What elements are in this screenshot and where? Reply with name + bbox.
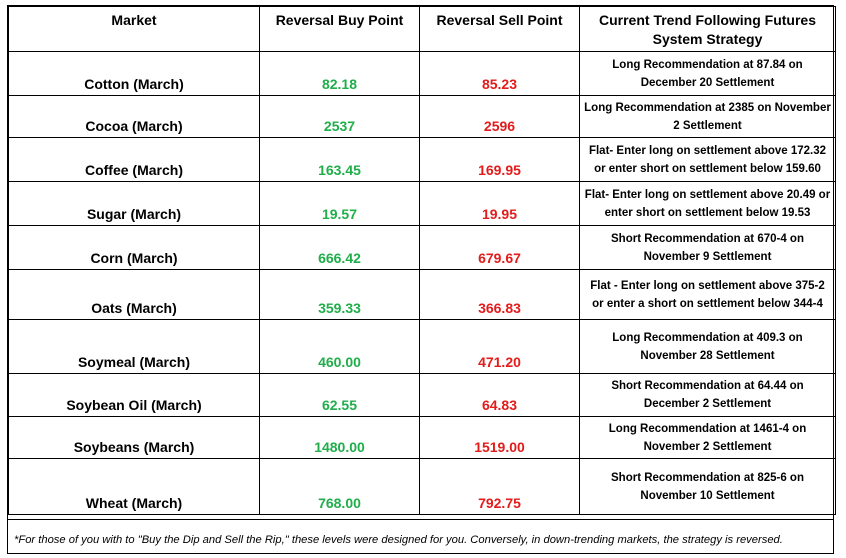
sell-point-cell: 64.83 [419, 373, 580, 417]
table-row: Cocoa (March) 2537 2596 Long Recommendat… [8, 95, 836, 138]
table-row: Sugar (March) 19.57 19.95 Flat- Enter lo… [8, 181, 836, 226]
sell-point-cell: 792.75 [419, 458, 580, 515]
buy-point-cell: 1480.00 [259, 416, 420, 459]
strategy-cell: Short Recommendation at 825-6 on Novembe… [579, 458, 836, 515]
buy-point-cell: 359.33 [259, 269, 420, 320]
market-cell: Soybeans (March) [8, 416, 260, 459]
market-cell: Soymeal (March) [8, 319, 260, 374]
sell-point-cell: 85.23 [419, 51, 580, 96]
sell-point-cell: 2596 [419, 95, 580, 138]
table-row: Wheat (March) 768.00 792.75 Short Recomm… [8, 458, 836, 515]
footnote: *For those of you with to "Buy the Dip a… [8, 519, 833, 553]
table-row: Coffee (March) 163.45 169.95 Flat- Enter… [8, 137, 836, 182]
header-strategy: Current Trend Following Futures System S… [579, 6, 836, 52]
market-cell: Sugar (March) [8, 181, 260, 226]
header-row: Market Reversal Buy Point Reversal Sell … [8, 6, 836, 52]
strategy-cell: Long Recommendation at 2385 on November … [579, 95, 836, 138]
strategy-cell: Flat- Enter long on settlement above 172… [579, 137, 836, 182]
table-row: Soymeal (March) 460.00 471.20 Long Recom… [8, 319, 836, 374]
strategy-cell: Long Recommendation at 1461-4 on Novembe… [579, 416, 836, 459]
header-buy: Reversal Buy Point [259, 6, 420, 52]
buy-point-cell: 62.55 [259, 373, 420, 417]
market-cell: Cotton (March) [8, 51, 260, 96]
buy-point-cell: 163.45 [259, 137, 420, 182]
table-row: Soybean Oil (March) 62.55 64.83 Short Re… [8, 373, 836, 417]
table-row: Soybeans (March) 1480.00 1519.00 Long Re… [8, 416, 836, 459]
strategy-cell: Long Recommendation at 87.84 on December… [579, 51, 836, 96]
buy-point-cell: 19.57 [259, 181, 420, 226]
table-row: Cotton (March) 82.18 85.23 Long Recommen… [8, 51, 836, 96]
strategy-cell: Flat- Enter long on settlement above 20.… [579, 181, 836, 226]
strategy-cell: Long Recommendation at 409.3 on November… [579, 319, 836, 374]
sell-point-cell: 169.95 [419, 137, 580, 182]
buy-point-cell: 2537 [259, 95, 420, 138]
reversal-table: Market Reversal Buy Point Reversal Sell … [8, 6, 836, 515]
buy-point-cell: 82.18 [259, 51, 420, 96]
strategy-cell: Short Recommendation at 670-4 on Novembe… [579, 225, 836, 270]
buy-point-cell: 666.42 [259, 225, 420, 270]
sell-point-cell: 1519.00 [419, 416, 580, 459]
market-cell: Coffee (March) [8, 137, 260, 182]
table-row: Corn (March) 666.42 679.67 Short Recomme… [8, 225, 836, 270]
header-market: Market [8, 6, 260, 52]
sell-point-cell: 366.83 [419, 269, 580, 320]
table-row: Oats (March) 359.33 366.83 Flat - Enter … [8, 269, 836, 320]
strategy-cell: Flat - Enter long on settlement above 37… [579, 269, 836, 320]
header-sell: Reversal Sell Point [419, 6, 580, 52]
reversal-points-sheet: Market Reversal Buy Point Reversal Sell … [7, 5, 836, 554]
buy-point-cell: 460.00 [259, 319, 420, 374]
market-cell: Corn (March) [8, 225, 260, 270]
market-cell: Cocoa (March) [8, 95, 260, 138]
market-cell: Oats (March) [8, 269, 260, 320]
strategy-cell: Short Recommendation at 64.44 on Decembe… [579, 373, 836, 417]
market-cell: Soybean Oil (March) [8, 373, 260, 417]
sell-point-cell: 19.95 [419, 181, 580, 226]
market-cell: Wheat (March) [8, 458, 260, 515]
sell-point-cell: 679.67 [419, 225, 580, 270]
sell-point-cell: 471.20 [419, 319, 580, 374]
buy-point-cell: 768.00 [259, 458, 420, 515]
